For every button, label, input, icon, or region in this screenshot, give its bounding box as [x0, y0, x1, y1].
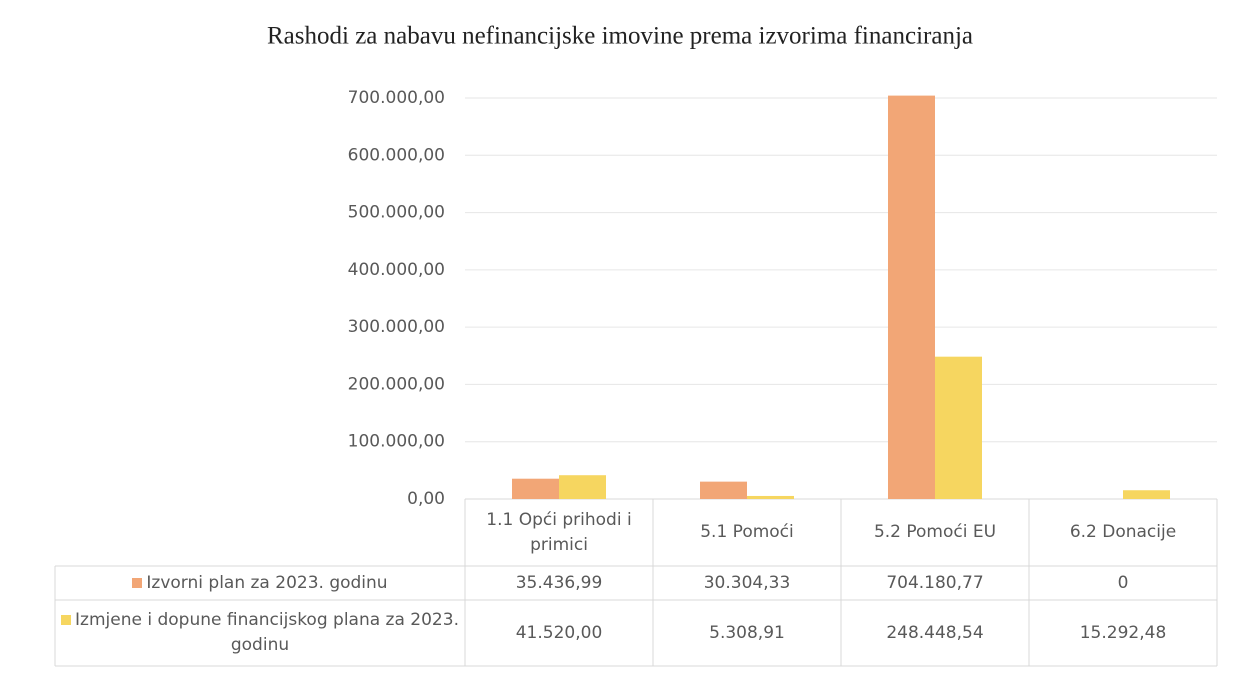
legend-swatch: [132, 577, 143, 588]
legend-swatch: [61, 615, 72, 626]
category-label: 6.2 Donacije: [1029, 499, 1217, 566]
category-label-text: 5.1 Pomoći: [700, 522, 794, 543]
data-label: 35.436,99: [465, 566, 653, 600]
data-label: 15.292,48: [1029, 600, 1217, 666]
bar: [888, 95, 935, 500]
data-label: 0: [1029, 566, 1217, 600]
bar: [700, 481, 747, 499]
y-tick-label: 100.000,00: [348, 432, 445, 452]
legend-entry-text: Izvorni plan za 2023. godinu: [146, 572, 388, 593]
bar: [559, 475, 606, 499]
data-label: 41.520,00: [465, 600, 653, 666]
bar: [512, 478, 559, 499]
bar: [935, 356, 982, 499]
data-label-text: 41.520,00: [515, 622, 603, 643]
data-label: 704.180,77: [841, 566, 1029, 600]
data-label-text: 248.448,54: [886, 622, 984, 643]
category-label-text: 6.2 Donacije: [1069, 522, 1177, 543]
chart-title: Rashodi za nabavu nefinancijske imovine …: [267, 23, 973, 50]
data-label: 30.304,33: [653, 566, 841, 600]
y-tick-label: 200.000,00: [348, 374, 445, 394]
legend-entry-text: Izmjene i dopune financijskog plana za 2…: [75, 610, 459, 655]
legend-entry: Izmjene i dopune financijskog plana za 2…: [55, 600, 465, 666]
y-tick-label: 500.000,00: [348, 203, 445, 223]
bar: [747, 495, 794, 499]
data-label-text: 5.308,91: [709, 622, 785, 643]
data-label-text: 704.180,77: [886, 572, 984, 593]
data-label-text: 0: [1117, 572, 1129, 593]
y-tick-label: 700.000,00: [348, 88, 445, 108]
data-label-text: 30.304,33: [703, 572, 791, 593]
data-label: 5.308,91: [653, 600, 841, 666]
legend-entry: Izvorni plan za 2023. godinu: [55, 566, 465, 600]
data-label: 248.448,54: [841, 600, 1029, 666]
y-tick-label: 600.000,00: [348, 145, 445, 165]
y-tick-label: 400.000,00: [348, 260, 445, 280]
y-tick-label: 0,00: [407, 489, 445, 509]
category-label: 5.2 Pomoći EU: [841, 499, 1029, 566]
data-label-text: 35.436,99: [515, 572, 603, 593]
category-label-text: 5.2 Pomoći EU: [873, 522, 997, 543]
data-label-text: 15.292,48: [1079, 622, 1167, 643]
category-label: 5.1 Pomoći: [653, 499, 841, 566]
bar: [1123, 490, 1170, 499]
category-label: 1.1 Opći prihodi i primici: [465, 499, 653, 566]
category-label-text: 1.1 Opći prihodi i primici: [486, 509, 632, 555]
y-tick-label: 300.000,00: [348, 317, 445, 337]
